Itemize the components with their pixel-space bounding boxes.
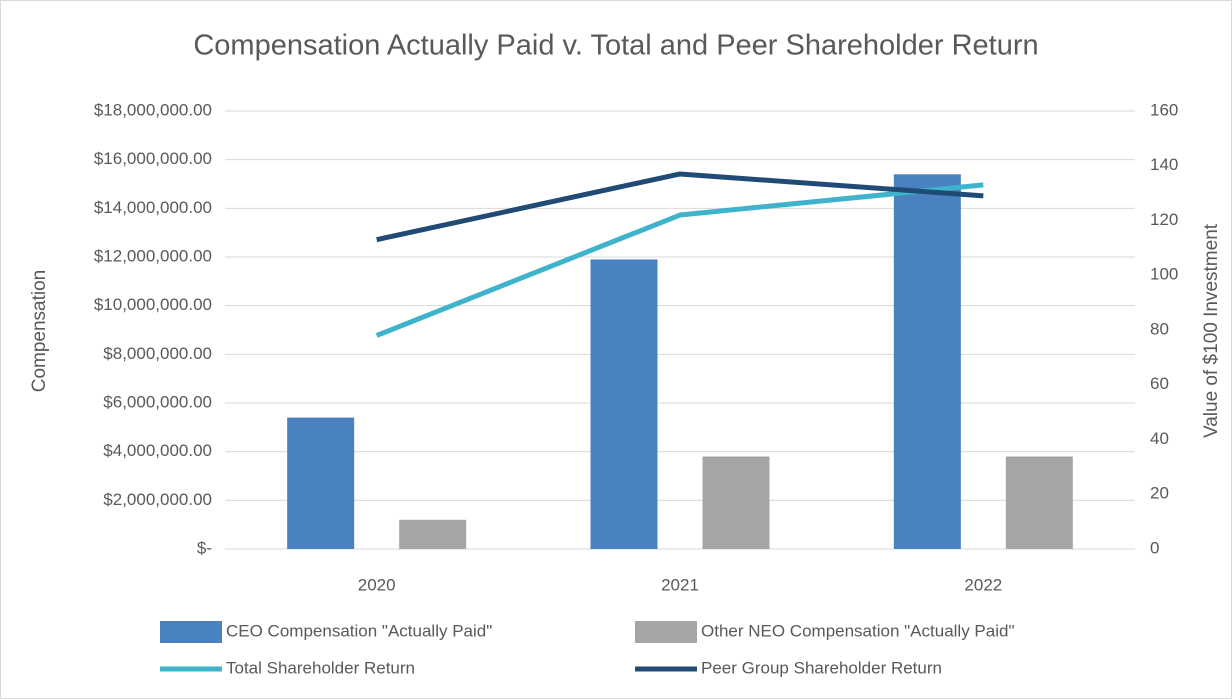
- chart-title: Compensation Actually Paid v. Total and …: [193, 30, 1038, 62]
- line-series: [375, 182, 984, 338]
- y2-tick-label: 160: [1150, 100, 1178, 119]
- bar: [399, 519, 467, 549]
- legend-label: Peer Group Shareholder Return: [701, 658, 942, 677]
- y-tick-label: $10,000,000.00: [94, 295, 212, 314]
- y2-tick-label: 120: [1150, 210, 1178, 229]
- y-tick-label: $12,000,000.00: [94, 246, 212, 265]
- bar: [287, 417, 355, 549]
- y2-tick-label: 140: [1150, 155, 1178, 174]
- y-tick-label: $2,000,000.00: [103, 490, 212, 509]
- y-tick-label: $14,000,000.00: [94, 198, 212, 217]
- x-tick-label: 2021: [661, 575, 699, 594]
- y-tick-label: $-: [197, 538, 212, 557]
- legend-label: CEO Compensation "Actually Paid": [226, 621, 492, 640]
- legend-swatch: [635, 621, 697, 643]
- bar: [590, 259, 658, 549]
- y2-tick-label: 0: [1150, 538, 1159, 557]
- y2-tick-label: 100: [1150, 265, 1178, 284]
- y-tick-label: $8,000,000.00: [103, 344, 212, 363]
- bar: [893, 174, 961, 549]
- y2-axis-label: Value of $100 Investment: [1201, 223, 1222, 438]
- x-tick-label: 2022: [964, 575, 1002, 594]
- y2-tick-label: 60: [1150, 374, 1169, 393]
- bar: [702, 456, 770, 549]
- y2-tick-label: 20: [1150, 484, 1169, 503]
- bar: [1005, 456, 1073, 549]
- line-series: [376, 171, 984, 243]
- legend-label: Total Shareholder Return: [226, 658, 415, 677]
- y-tick-label: $6,000,000.00: [103, 392, 212, 411]
- y2-tick-label: 80: [1150, 319, 1169, 338]
- y-tick-label: $16,000,000.00: [94, 149, 212, 168]
- y-tick-label: $18,000,000.00: [94, 100, 212, 119]
- legend-swatch: [160, 621, 222, 643]
- x-tick-label: 2020: [358, 575, 396, 594]
- y-tick-label: $4,000,000.00: [103, 441, 212, 460]
- y-axis-label: Compensation: [29, 270, 50, 393]
- y2-tick-label: 40: [1150, 429, 1169, 448]
- legend-label: Other NEO Compensation "Actually Paid": [701, 621, 1015, 640]
